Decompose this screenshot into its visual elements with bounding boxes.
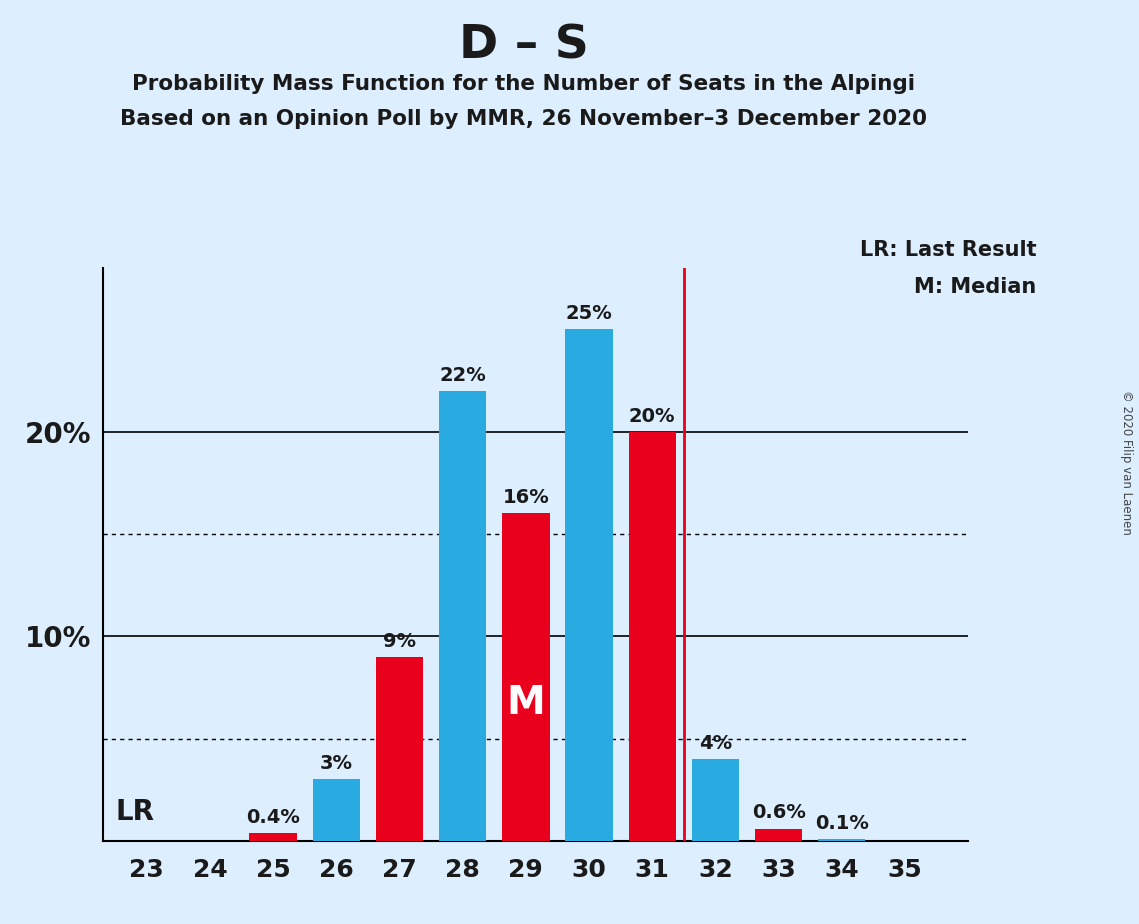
Text: LR: Last Result: LR: Last Result <box>860 240 1036 261</box>
Text: D – S: D – S <box>459 23 589 68</box>
Text: 16%: 16% <box>502 489 549 507</box>
Text: LR: LR <box>115 798 154 826</box>
Text: 20%: 20% <box>629 407 675 425</box>
Bar <box>818 839 866 841</box>
Text: 0.6%: 0.6% <box>752 804 805 822</box>
Text: M: Median: M: Median <box>915 277 1036 298</box>
Bar <box>439 391 486 841</box>
Text: 0.4%: 0.4% <box>246 808 300 826</box>
Text: 3%: 3% <box>320 754 353 773</box>
Bar <box>376 657 424 841</box>
Text: 4%: 4% <box>699 734 732 753</box>
Bar <box>629 432 675 841</box>
Text: 22%: 22% <box>440 366 486 384</box>
Text: 0.1%: 0.1% <box>814 814 869 833</box>
Bar <box>565 329 613 841</box>
Bar <box>312 780 360 841</box>
Text: 25%: 25% <box>566 304 613 323</box>
Bar <box>691 759 739 841</box>
Text: © 2020 Filip van Laenen: © 2020 Filip van Laenen <box>1121 390 1133 534</box>
Bar <box>755 829 802 841</box>
Text: M: M <box>507 685 546 723</box>
Text: Based on an Opinion Poll by MMR, 26 November–3 December 2020: Based on an Opinion Poll by MMR, 26 Nove… <box>121 109 927 129</box>
Bar <box>502 514 549 841</box>
Text: Probability Mass Function for the Number of Seats in the Alpingi: Probability Mass Function for the Number… <box>132 74 916 94</box>
Bar <box>249 833 297 841</box>
Text: 9%: 9% <box>383 632 416 650</box>
